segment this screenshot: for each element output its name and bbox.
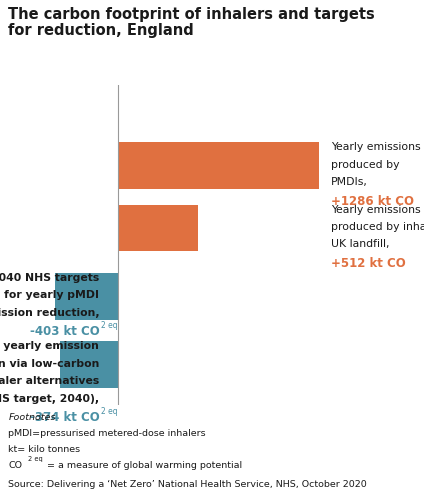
Text: kt= kilo tonnes: kt= kilo tonnes <box>8 444 81 454</box>
Text: pMDI=pressurised metered-dose inhalers: pMDI=pressurised metered-dose inhalers <box>8 428 206 438</box>
Text: 2040 NHS targets: 2040 NHS targets <box>0 273 99 283</box>
Text: Source: Delivering a ‘Net Zero’ National Health Service, NHS, October 2020: Source: Delivering a ‘Net Zero’ National… <box>8 480 367 488</box>
Text: = a measure of global warming potential: = a measure of global warming potential <box>47 460 243 469</box>
Bar <box>118 142 319 189</box>
Text: Yearly emissions: Yearly emissions <box>331 204 421 214</box>
Bar <box>118 204 198 251</box>
Text: -403 kt CO: -403 kt CO <box>30 325 99 338</box>
Text: CO: CO <box>8 460 22 469</box>
Text: -374 kt CO: -374 kt CO <box>30 411 99 424</box>
Text: PMDIs,: PMDIs, <box>331 178 368 188</box>
Text: 2 eq: 2 eq <box>28 456 43 462</box>
Text: Yearly emissions: Yearly emissions <box>331 142 421 152</box>
Text: for yearly pMDI: for yearly pMDI <box>4 290 99 300</box>
Bar <box>59 342 118 388</box>
Text: 2 eq: 2 eq <box>100 407 117 416</box>
Text: for reduction, England: for reduction, England <box>8 22 194 38</box>
Text: The carbon footprint of inhalers and targets: The carbon footprint of inhalers and tar… <box>8 8 375 22</box>
Text: inhaler alternatives: inhaler alternatives <box>0 376 99 386</box>
Text: Footnotes: Footnotes <box>8 412 56 422</box>
Text: Additional yearly emission: Additional yearly emission <box>0 342 99 351</box>
Bar <box>55 273 118 320</box>
Text: produced by: produced by <box>331 160 399 170</box>
Text: emission reduction,: emission reduction, <box>0 308 99 318</box>
Text: +512 kt CO: +512 kt CO <box>331 257 406 270</box>
Text: UK landfill,: UK landfill, <box>331 240 390 250</box>
Text: produced by inhalers in: produced by inhalers in <box>331 222 424 232</box>
Text: 2 eq: 2 eq <box>100 322 117 330</box>
Text: reduction via low-carbon: reduction via low-carbon <box>0 358 99 368</box>
Text: +1286 kt CO: +1286 kt CO <box>331 194 414 207</box>
Text: (NHS target, 2040),: (NHS target, 2040), <box>0 394 99 404</box>
